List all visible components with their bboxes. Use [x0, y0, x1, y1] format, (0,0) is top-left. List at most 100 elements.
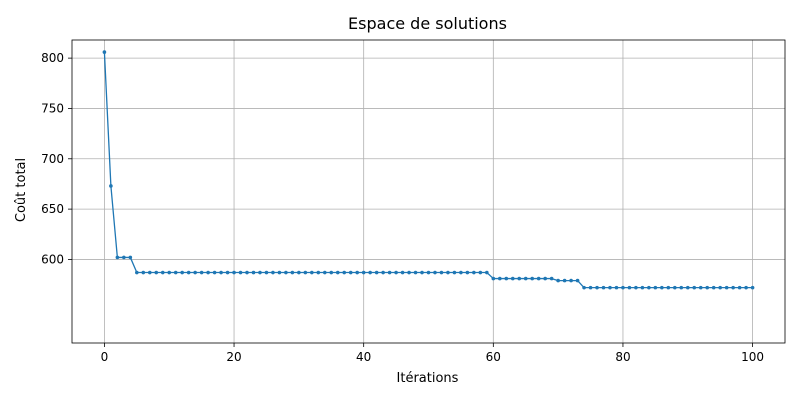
data-point — [122, 255, 126, 260]
data-point — [582, 285, 586, 290]
data-point — [238, 270, 243, 275]
y-tick-label: 800 — [41, 51, 64, 65]
data-point — [731, 285, 735, 290]
data-point — [601, 285, 606, 290]
data-point — [608, 285, 612, 290]
data-point — [245, 270, 249, 275]
data-point — [180, 270, 184, 275]
data-point — [115, 255, 120, 260]
data-point — [128, 255, 133, 260]
data-point — [206, 270, 210, 275]
data-point — [271, 270, 275, 275]
x-tick-label: 20 — [226, 350, 241, 364]
data-point — [147, 270, 152, 275]
data-point — [543, 276, 547, 281]
data-point — [258, 270, 262, 275]
data-point — [673, 285, 677, 290]
data-point — [465, 270, 470, 275]
data-point — [348, 270, 353, 275]
data-point — [219, 270, 223, 275]
data-point — [374, 270, 379, 275]
grid-lines — [72, 40, 785, 343]
data-point — [523, 276, 528, 281]
data-point — [329, 270, 334, 275]
data-point — [154, 270, 159, 275]
data-point — [394, 270, 398, 275]
data-point — [653, 285, 658, 290]
data-point — [186, 270, 191, 275]
data-point — [355, 270, 360, 275]
data-point — [517, 276, 522, 281]
data-point — [368, 270, 372, 275]
data-point — [407, 270, 411, 275]
data-point — [498, 276, 502, 281]
data-point — [705, 285, 710, 290]
x-tick-label: 0 — [101, 350, 109, 364]
y-tick-label: 600 — [41, 252, 64, 266]
axes-frame — [71, 39, 786, 344]
x-tick-label: 60 — [486, 350, 501, 364]
data-point — [426, 270, 431, 275]
data-point — [452, 270, 457, 275]
data-point — [647, 285, 651, 290]
data-point — [251, 270, 256, 275]
data-point — [478, 270, 483, 275]
data-point — [737, 285, 742, 290]
x-axis-ticks: 0 20 40 60 80 100 — [101, 343, 764, 364]
data-point — [277, 270, 282, 275]
data-point — [750, 285, 755, 290]
x-tick-label: 40 — [356, 350, 371, 364]
data-point — [387, 270, 392, 275]
y-tick-label: 750 — [41, 101, 64, 115]
data-point — [322, 270, 327, 275]
data-point — [718, 285, 722, 290]
data-point — [141, 270, 146, 275]
data-point — [627, 285, 632, 290]
data-point — [446, 270, 450, 275]
data-point — [413, 270, 418, 275]
data-point — [439, 270, 444, 275]
data-point — [660, 285, 664, 290]
data-point — [485, 270, 489, 275]
y-tick-label: 700 — [41, 152, 64, 166]
chart-title: Espace de solutions — [348, 14, 507, 33]
data-point — [685, 285, 690, 290]
data-point — [562, 278, 567, 283]
data-point — [595, 285, 599, 290]
data-point — [284, 270, 288, 275]
data-point — [160, 270, 165, 275]
data-point — [167, 270, 172, 275]
data-point — [530, 276, 535, 281]
data-point — [679, 285, 684, 290]
data-point — [588, 285, 593, 290]
data-point — [264, 270, 269, 275]
data-series — [102, 50, 755, 290]
data-point — [135, 270, 139, 275]
data-point — [491, 276, 496, 281]
data-point — [102, 50, 107, 54]
data-point — [173, 270, 178, 275]
y-axis-ticks: 600 650 700 750 800 — [41, 51, 72, 266]
x-axis-label: Itérations — [397, 371, 459, 386]
y-axis-label: Coût total — [14, 158, 29, 222]
y-tick-label: 650 — [41, 202, 64, 216]
data-point — [310, 270, 314, 275]
data-point — [575, 278, 580, 283]
data-point — [549, 276, 554, 281]
data-point — [212, 270, 217, 275]
data-point — [698, 285, 703, 290]
data-point — [335, 270, 340, 275]
data-point — [634, 285, 638, 290]
x-tick-label: 80 — [615, 350, 630, 364]
data-point — [316, 270, 321, 275]
data-point — [232, 270, 236, 275]
data-point — [109, 184, 113, 188]
data-point — [433, 270, 437, 275]
data-point — [459, 270, 463, 275]
x-tick-label: 100 — [741, 350, 764, 364]
data-point — [342, 270, 347, 275]
data-point — [556, 278, 560, 283]
data-point — [640, 285, 645, 290]
